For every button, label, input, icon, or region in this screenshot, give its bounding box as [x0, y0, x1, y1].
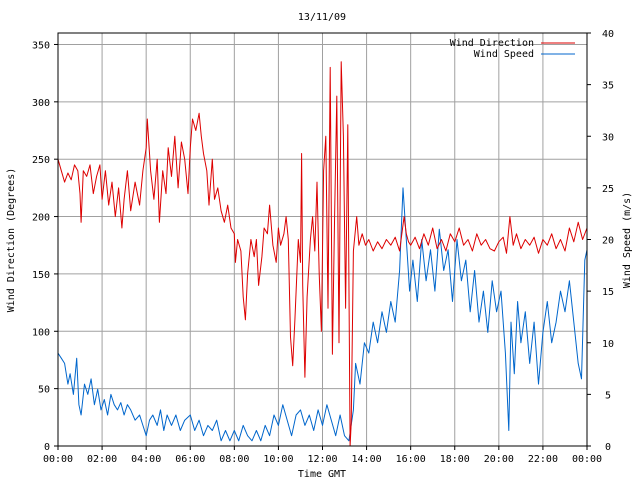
x-tick-label: 08:00 — [219, 454, 249, 465]
series-line-wind-speed — [57, 187, 588, 442]
legend-label-wind-speed: Wind Speed — [474, 49, 534, 60]
y-axis-right-label: Wind Speed (m/s) — [622, 192, 633, 288]
x-tick-label: 06:00 — [175, 454, 205, 465]
y-right-tick-label: 30 — [602, 132, 614, 143]
y-left-tick-label: 250 — [32, 155, 50, 166]
y-left-tick-label: 150 — [32, 270, 50, 281]
x-tick-label: 00:00 — [572, 454, 602, 465]
legend-label-wind-direction: Wind Direction — [450, 38, 534, 49]
y-right-tick-label: 5 — [605, 390, 611, 401]
y-left-tick-label: 100 — [32, 327, 50, 338]
chart-title: 13/11/09 — [298, 12, 346, 23]
y-right-tick-label: 40 — [602, 29, 614, 40]
x-axis-label: Time GMT — [298, 469, 346, 480]
x-tick-label: 04:00 — [131, 454, 161, 465]
y-axis-left-label: Wind Direction (Degrees) — [6, 168, 17, 313]
x-tick-label: 14:00 — [352, 454, 382, 465]
y-left-tick-label: 50 — [38, 385, 50, 396]
x-tick-label: 12:00 — [307, 454, 337, 465]
legend: Wind Direction Wind Speed — [450, 38, 575, 60]
series-layer — [57, 61, 588, 447]
x-tick-label: 18:00 — [440, 454, 470, 465]
labels: 00:00 02:00 04:00 06:00 08:00 10:00 12:00 14:00… — [32, 29, 614, 465]
y-right-tick-label: 0 — [605, 442, 611, 453]
y-left-tick-label: 300 — [32, 98, 50, 109]
y-right-tick-label: 35 — [602, 81, 614, 92]
x-tick-label: 22:00 — [528, 454, 558, 465]
x-tick-label: 10:00 — [263, 454, 293, 465]
y-right-tick-label: 15 — [602, 287, 614, 298]
x-tick-label: 16:00 — [396, 454, 426, 465]
x-tick-label: 00:00 — [43, 454, 73, 465]
y-right-tick-label: 25 — [602, 184, 614, 195]
x-tick-label: 20:00 — [484, 454, 514, 465]
ticks — [54, 32, 591, 450]
y-right-tick-label: 20 — [602, 236, 614, 247]
y-right-tick-label: 10 — [602, 339, 614, 350]
y-left-tick-label: 0 — [44, 442, 50, 453]
x-tick-label: 02:00 — [87, 454, 117, 465]
series-line-wind-direction — [57, 61, 588, 447]
y-left-tick-label: 350 — [32, 40, 50, 51]
y-left-tick-label: 200 — [32, 213, 50, 224]
